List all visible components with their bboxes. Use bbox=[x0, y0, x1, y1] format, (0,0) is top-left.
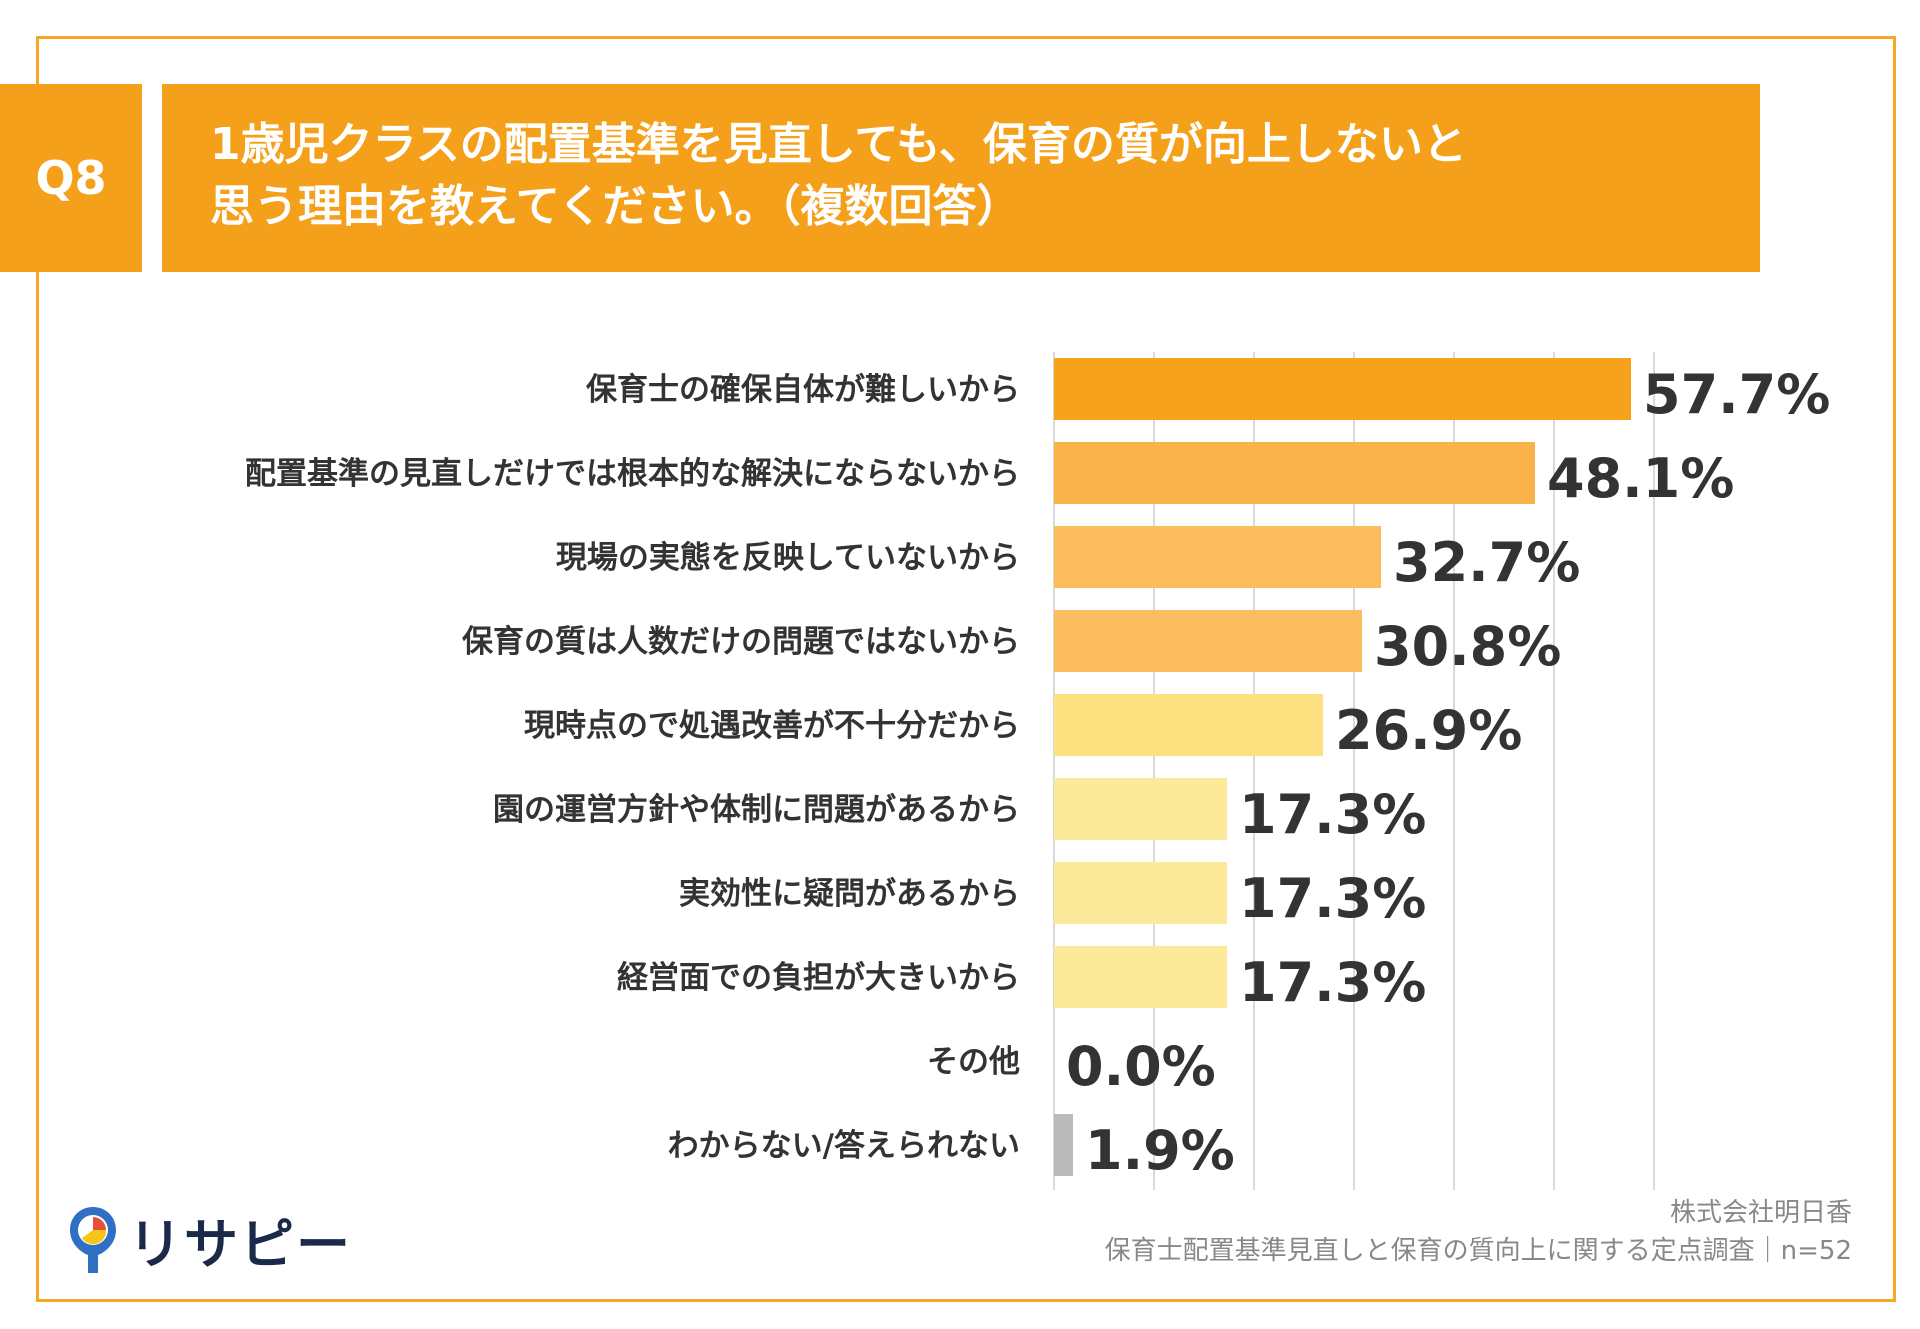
value-label: 17.3% bbox=[1239, 783, 1426, 846]
category-label: 保育士の確保自体が難しいから bbox=[586, 372, 1020, 408]
value-label: 32.7% bbox=[1393, 531, 1580, 594]
question-title-line2: 思う理由を教えてください。（複数回答） bbox=[210, 181, 1021, 232]
value-label: 57.7% bbox=[1643, 363, 1830, 426]
category-label: 現時点ので処遇改善が不十分だから bbox=[524, 708, 1020, 744]
bar bbox=[1054, 946, 1227, 1008]
value-label: 1.9% bbox=[1085, 1119, 1235, 1182]
question-title: 1歳児クラスの配置基準を見直しても、保育の質が向上しないと 思う理由を教えてくだ… bbox=[162, 84, 1760, 272]
logo: リサピー bbox=[68, 1200, 352, 1279]
category-label: 経営面での負担が大きいから bbox=[617, 960, 1020, 996]
value-label: 17.3% bbox=[1239, 951, 1426, 1014]
category-label: 実効性に疑問があるから bbox=[679, 876, 1020, 912]
value-label: 0.0% bbox=[1066, 1035, 1216, 1098]
chart-frame bbox=[36, 36, 1896, 1302]
question-title-line1: 1歳児クラスの配置基準を見直しても、保育の質が向上しないと bbox=[210, 119, 1467, 170]
chart-bars: 保育士の確保自体が難しいから 57.7% 配置基準の見直しだけでは根本的な解決になら… bbox=[245, 358, 1830, 1182]
bar bbox=[1054, 778, 1227, 840]
category-label: その他 bbox=[927, 1044, 1020, 1080]
category-label: 園の運営方針や体制に問題があるから bbox=[493, 792, 1020, 828]
category-label: 保育の質は人数だけの問題ではないから bbox=[462, 624, 1020, 660]
pin-icon bbox=[70, 1206, 116, 1273]
value-label: 48.1% bbox=[1547, 447, 1734, 510]
logo-text: リサピー bbox=[128, 1213, 352, 1276]
bar bbox=[1054, 358, 1631, 420]
value-label: 17.3% bbox=[1239, 867, 1426, 930]
bar bbox=[1054, 1114, 1073, 1176]
value-label: 30.8% bbox=[1374, 615, 1561, 678]
category-label: 配置基準の見直しだけでは根本的な解決にならないから bbox=[245, 456, 1020, 492]
value-label: 26.9% bbox=[1335, 699, 1522, 762]
category-label: 現場の実態を反映していないから bbox=[556, 540, 1020, 576]
bar bbox=[1054, 442, 1535, 504]
bar bbox=[1054, 862, 1227, 924]
bar bbox=[1054, 526, 1381, 588]
footer-survey: 保育士配置基準見直しと保育の質向上に関する定点調査｜n=52 bbox=[1104, 1236, 1852, 1266]
bar bbox=[1054, 694, 1323, 756]
question-number: Q8 bbox=[0, 84, 142, 272]
footer-company: 株式会社明日香 bbox=[1669, 1198, 1852, 1228]
category-label: わからない/答えられない bbox=[668, 1128, 1020, 1164]
bar bbox=[1054, 610, 1362, 672]
footer: 株式会社明日香 保育士配置基準見直しと保育の質向上に関する定点調査｜n=52 bbox=[1105, 1194, 1852, 1270]
